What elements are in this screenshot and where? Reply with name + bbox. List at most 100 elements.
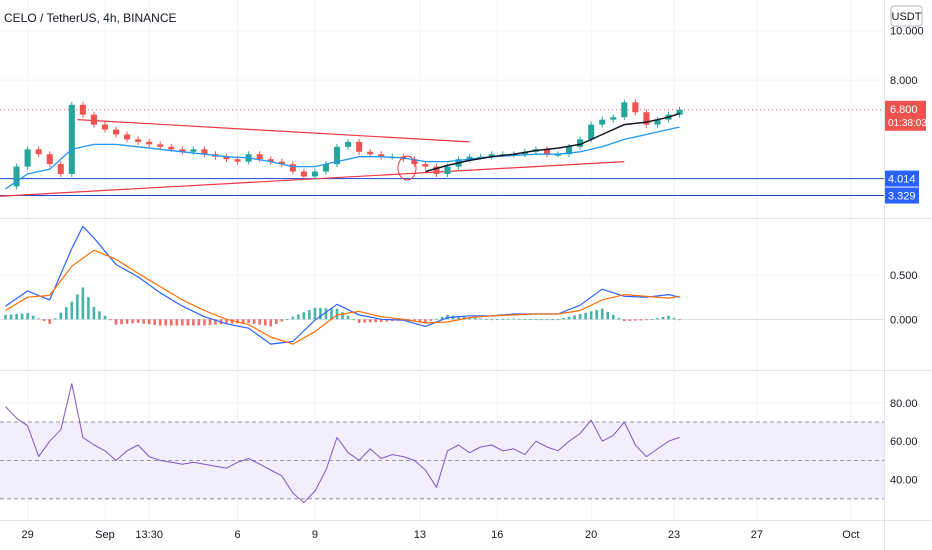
rsi-line (5, 383, 680, 504)
candle-body (333, 146, 341, 165)
time-axis[interactable]: 29 Sep 13:30 6 9 13 16 20 23 27 Oct (22, 529, 860, 541)
rsi-pane[interactable] (0, 383, 884, 504)
candle-body (610, 117, 617, 120)
macd-histogram-bar (263, 319, 267, 326)
candle-body (566, 146, 573, 155)
candle-body (599, 119, 606, 125)
macd-histogram-bar (109, 319, 112, 321)
price-tick-label: 8.000 (890, 75, 918, 87)
macd-histogram-bar (65, 307, 68, 320)
macd-histogram-bar (280, 319, 284, 322)
macd-histogram-bar (236, 319, 239, 324)
macd-histogram-bar (308, 310, 311, 320)
price-axis[interactable]: USDT 10.000 8.000 0.500 0.000 80.00 60.00 40.0… (885, 5, 927, 487)
macd-histogram-bar (59, 312, 63, 320)
macd-histogram-bar (523, 318, 527, 320)
candle-body (356, 141, 363, 152)
macd-histogram-bar (214, 319, 217, 325)
macd-histogram-bar (164, 319, 168, 326)
macd-histogram-bar (70, 301, 74, 320)
candle-body (201, 149, 208, 155)
macd-histogram-bar (589, 311, 593, 320)
macd-histogram-bar (258, 319, 261, 325)
price-pane[interactable]: CELO / TetherUS, 4h, BINANCE (0, 11, 884, 197)
level-label: 4.014 (888, 174, 916, 186)
macd-histogram-bar (197, 319, 201, 326)
candle-body (654, 119, 661, 125)
candle-body (311, 171, 318, 177)
level-label-box (885, 170, 919, 187)
macd-line (5, 225, 680, 345)
macd-histogram (4, 287, 681, 327)
macd-histogram-bar (418, 319, 422, 323)
macd-histogram-bar (125, 319, 129, 324)
candle-body (13, 166, 20, 187)
macd-histogram-bar (286, 319, 289, 320)
macd-histogram-bar (147, 319, 151, 325)
x-tick-label: 16 (491, 529, 503, 541)
x-tick-label: 13:30 (135, 529, 163, 541)
candle-body (35, 149, 42, 155)
macd-histogram-bar (274, 319, 278, 324)
macd-histogram-bar (324, 308, 328, 320)
macd-histogram-bar (357, 319, 361, 323)
macd-histogram-bar (247, 319, 250, 323)
candle-body (543, 149, 551, 155)
macd-histogram-bar (208, 319, 212, 326)
last-price-box (885, 100, 926, 131)
macd-histogram-bar (53, 318, 57, 320)
currency-button[interactable] (890, 5, 923, 27)
macd-histogram-bar (103, 315, 107, 320)
candle-body (322, 164, 330, 172)
macd-histogram-bar (379, 319, 383, 322)
macd-histogram-bar (153, 319, 156, 325)
macd-histogram-bar (37, 318, 40, 320)
macd-histogram-bar (26, 313, 29, 320)
candle-body (168, 146, 175, 150)
macd-histogram-bar (545, 319, 549, 321)
candle-body (433, 166, 440, 174)
macd-histogram-bar (186, 319, 190, 326)
candle-body (157, 144, 164, 147)
macd-histogram-bar (667, 315, 670, 320)
candle-body (46, 154, 53, 165)
macd-histogram-bar (512, 318, 516, 320)
macd-histogram-bar (9, 314, 13, 320)
macd-histogram-bar (457, 316, 460, 320)
macd-histogram-bar (142, 319, 145, 324)
macd-histogram-bar (346, 315, 350, 320)
candle-body (554, 154, 562, 156)
macd-histogram-bar (158, 319, 162, 326)
macd-histogram-bar (352, 319, 355, 321)
macd-histogram-bar (562, 318, 565, 320)
rsi-tick-label: 80.00 (890, 398, 918, 410)
symbol-title: CELO / TetherUS, 4h, BINANCE (4, 11, 177, 25)
rsi-tick-label: 40.00 (890, 475, 918, 487)
macd-histogram-bar (672, 318, 676, 320)
macd-histogram-bar (639, 319, 643, 321)
macd-histogram-bar (650, 319, 654, 320)
macd-histogram-bar (48, 319, 52, 324)
rsi-guidelines (0, 421, 884, 500)
candle-body (57, 164, 64, 174)
macd-histogram-bar (435, 318, 438, 320)
x-tick-label: 6 (235, 529, 241, 541)
candle-body (643, 112, 650, 125)
candle-body (24, 149, 31, 167)
macd-histogram-bar (611, 314, 615, 320)
macd-histogram-bar (656, 318, 659, 320)
macd-histogram-bar (484, 318, 488, 320)
macd-histogram-bar (15, 314, 18, 320)
macd-histogram-bar (87, 297, 90, 320)
macd-histogram-bar (628, 319, 632, 321)
candle-body (345, 141, 352, 147)
macd-histogram-bar (225, 319, 228, 324)
price-bars (13, 99, 683, 190)
rsi-tick-label: 60.00 (890, 436, 918, 448)
macd-histogram-bar (623, 319, 626, 322)
macd-histogram-bar (4, 314, 7, 320)
candle-body (234, 159, 241, 162)
macd-histogram-bar (518, 318, 521, 320)
macd-histogram-bar (661, 316, 665, 320)
macd-histogram-bar (440, 316, 444, 320)
